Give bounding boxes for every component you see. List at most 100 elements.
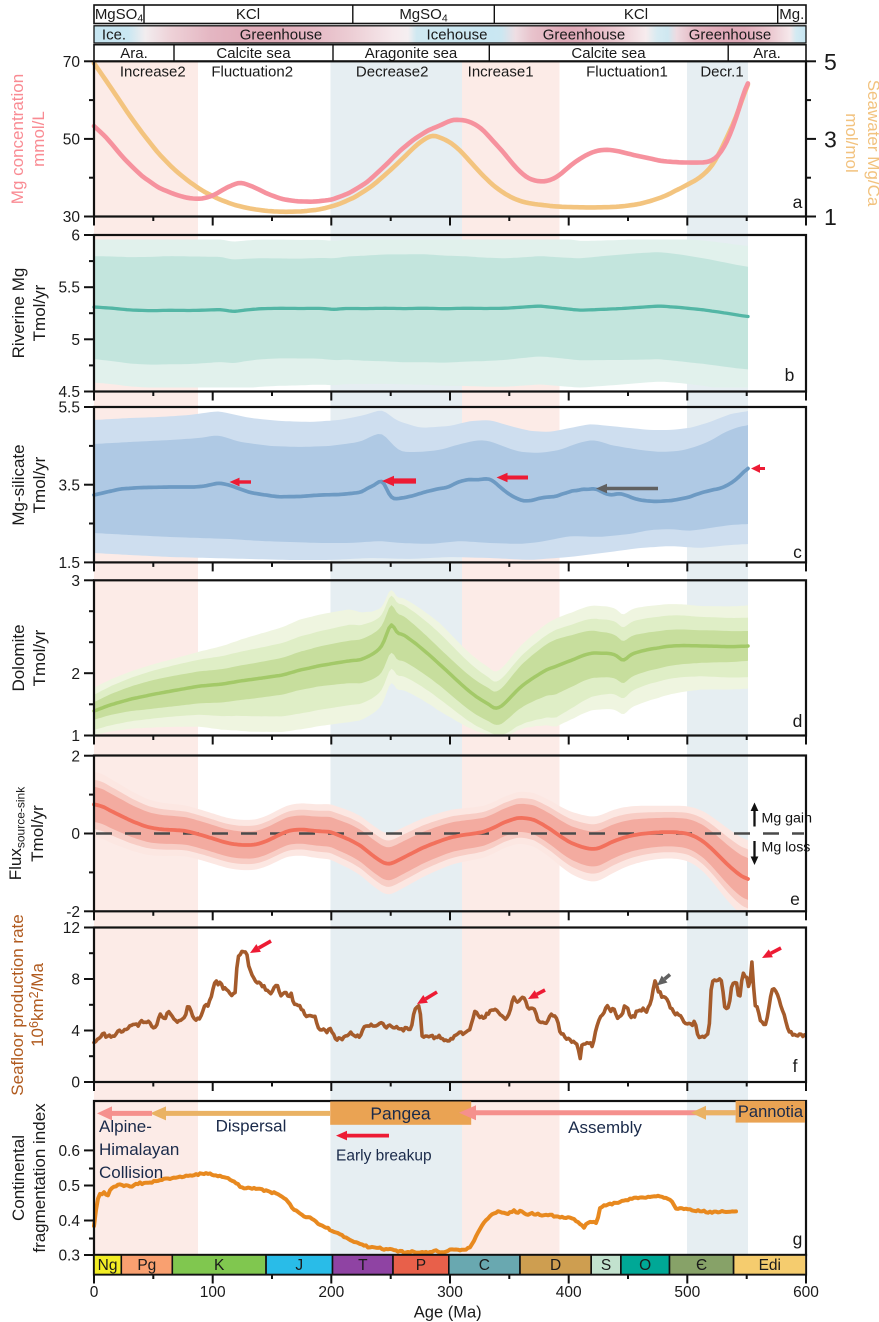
svg-text:Fluctuation2: Fluctuation2: [211, 64, 293, 81]
svg-text:Greenhouse: Greenhouse: [240, 26, 323, 43]
svg-text:Mg.: Mg.: [779, 6, 804, 23]
svg-text:MgSO4: MgSO4: [95, 6, 144, 24]
svg-text:Age (Ma): Age (Ma): [414, 1304, 482, 1322]
svg-text:106km2/Ma: 106km2/Ma: [27, 963, 47, 1047]
svg-text:600: 600: [793, 1284, 819, 1301]
svg-text:Decr.1: Decr.1: [700, 64, 743, 81]
svg-text:MgSO4: MgSO4: [399, 6, 448, 24]
svg-text:2: 2: [71, 666, 80, 683]
svg-text:1: 1: [71, 728, 80, 745]
svg-text:5: 5: [71, 332, 80, 349]
svg-text:g: g: [793, 1229, 803, 1249]
svg-text:12: 12: [63, 920, 80, 937]
svg-text:Greenhouse: Greenhouse: [689, 26, 772, 43]
svg-text:Mg loss: Mg loss: [762, 840, 811, 856]
svg-text:fragmentation index: fragmentation index: [30, 1103, 49, 1253]
svg-text:d: d: [793, 711, 803, 731]
svg-text:Calcite sea: Calcite sea: [216, 45, 291, 62]
svg-text:Tmol/yr: Tmol/yr: [30, 456, 49, 513]
svg-text:Ara.: Ara.: [753, 45, 781, 62]
svg-text:Edi: Edi: [759, 1257, 781, 1274]
svg-text:Mg gain: Mg gain: [762, 811, 812, 827]
svg-text:50: 50: [63, 132, 81, 149]
svg-text:3.5: 3.5: [58, 477, 80, 494]
svg-text:8: 8: [71, 972, 80, 989]
svg-text:Ng: Ng: [98, 1257, 118, 1274]
svg-text:f: f: [793, 1056, 798, 1076]
svg-text:Early breakup: Early breakup: [336, 1148, 432, 1165]
svg-text:J: J: [295, 1257, 303, 1274]
svg-text:4: 4: [71, 1023, 80, 1040]
svg-text:KCl: KCl: [236, 6, 260, 23]
svg-text:Fluctuation1: Fluctuation1: [586, 64, 668, 81]
svg-text:Decrease2: Decrease2: [356, 64, 429, 81]
svg-text:Mg concentration: Mg concentration: [8, 74, 27, 204]
svg-text:e: e: [790, 889, 800, 909]
svg-text:0: 0: [90, 1284, 99, 1301]
svg-text:O: O: [639, 1257, 651, 1274]
svg-text:5.5: 5.5: [58, 400, 80, 417]
svg-text:400: 400: [556, 1284, 582, 1301]
svg-text:Assembly: Assembly: [568, 1118, 642, 1137]
svg-text:Tmol/yr: Tmol/yr: [30, 629, 49, 686]
svg-text:Dolomite: Dolomite: [9, 624, 28, 691]
svg-text:P: P: [416, 1257, 426, 1274]
svg-text:70: 70: [63, 54, 81, 71]
svg-text:Pangea: Pangea: [370, 1104, 431, 1124]
svg-text:100: 100: [200, 1284, 226, 1301]
svg-text:KCl: KCl: [624, 6, 648, 23]
svg-text:Tmol/yr: Tmol/yr: [28, 805, 47, 862]
svg-text:2: 2: [71, 748, 80, 765]
svg-text:Increase2: Increase2: [120, 64, 186, 81]
svg-text:b: b: [785, 365, 795, 385]
svg-text:C: C: [479, 1257, 490, 1274]
svg-text:mol/mol: mol/mol: [842, 113, 861, 173]
svg-text:D: D: [550, 1257, 561, 1274]
svg-text:Greenhouse: Greenhouse: [543, 26, 626, 43]
svg-text:0: 0: [71, 1075, 80, 1092]
svg-text:1: 1: [824, 204, 837, 230]
svg-text:Tmol/yr: Tmol/yr: [30, 284, 49, 341]
svg-text:5: 5: [824, 49, 837, 75]
svg-text:6: 6: [71, 228, 80, 245]
svg-text:S: S: [601, 1257, 611, 1274]
svg-text:Calcite sea: Calcite sea: [571, 45, 646, 62]
svg-text:Ara.: Ara.: [120, 45, 148, 62]
svg-text:Alpine-: Alpine-: [99, 1117, 152, 1136]
svg-text:5.5: 5.5: [58, 280, 80, 297]
svg-text:mmol/L: mmol/L: [29, 111, 48, 167]
svg-text:-2: -2: [66, 904, 80, 921]
svg-text:200: 200: [318, 1284, 344, 1301]
svg-text:Riverine Mg: Riverine Mg: [9, 268, 28, 359]
svg-text:Increase1: Increase1: [468, 64, 534, 81]
svg-text:300: 300: [437, 1284, 463, 1301]
svg-text:Aragonite sea: Aragonite sea: [365, 45, 458, 62]
svg-text:Seafloor production rate: Seafloor production rate: [8, 914, 27, 1095]
svg-text:Ice.: Ice.: [102, 26, 126, 43]
svg-text:Icehouse: Icehouse: [427, 26, 488, 43]
svg-text:0.4: 0.4: [58, 1213, 80, 1230]
svg-text:30: 30: [63, 209, 81, 226]
svg-text:Himalayan: Himalayan: [99, 1140, 179, 1159]
svg-text:0.6: 0.6: [58, 1143, 80, 1160]
svg-text:Seawater Mg/Ca: Seawater Mg/Ca: [864, 80, 879, 207]
svg-text:Continental: Continental: [9, 1135, 28, 1221]
svg-text:T: T: [358, 1257, 368, 1274]
svg-text:Pannotia: Pannotia: [738, 1103, 804, 1121]
svg-text:0: 0: [71, 826, 80, 843]
svg-text:Collision: Collision: [99, 1163, 163, 1182]
svg-text:0.5: 0.5: [58, 1178, 80, 1195]
svg-text:a: a: [793, 192, 803, 212]
svg-text:Mg-silicate: Mg-silicate: [9, 444, 28, 525]
svg-text:3: 3: [71, 573, 80, 590]
svg-text:4.5: 4.5: [58, 384, 80, 401]
svg-text:K: K: [214, 1257, 225, 1274]
svg-text:Dispersal: Dispersal: [216, 1117, 287, 1136]
svg-text:Pg: Pg: [137, 1257, 156, 1274]
svg-text:0.3: 0.3: [58, 1248, 80, 1265]
svg-text:3: 3: [824, 126, 837, 152]
svg-text:Є: Є: [696, 1257, 707, 1274]
svg-text:c: c: [793, 542, 802, 562]
svg-text:500: 500: [674, 1284, 700, 1301]
svg-text:1.5: 1.5: [58, 555, 80, 572]
